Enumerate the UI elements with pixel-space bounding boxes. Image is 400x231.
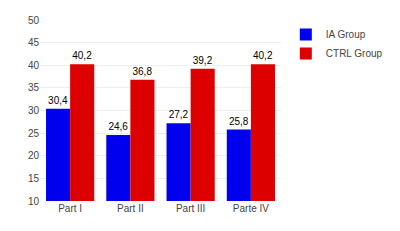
svg-text:Part III: Part III xyxy=(176,203,205,214)
svg-text:IA Group: IA Group xyxy=(326,29,366,40)
svg-text:40: 40 xyxy=(28,60,40,71)
svg-text:40,2: 40,2 xyxy=(253,50,273,61)
svg-text:20: 20 xyxy=(28,150,40,161)
svg-text:30,4: 30,4 xyxy=(48,95,68,106)
svg-text:25,8: 25,8 xyxy=(229,116,249,127)
svg-text:36,8: 36,8 xyxy=(132,66,152,77)
svg-text:25: 25 xyxy=(28,128,40,139)
svg-text:Parte IV: Parte IV xyxy=(233,203,269,214)
svg-text:Part II: Part II xyxy=(117,203,144,214)
svg-text:39,2: 39,2 xyxy=(193,55,213,66)
svg-text:40,2: 40,2 xyxy=(72,50,92,61)
svg-text:35: 35 xyxy=(28,82,40,93)
svg-text:CTRL Group: CTRL Group xyxy=(326,48,383,59)
svg-text:27,2: 27,2 xyxy=(169,109,189,120)
svg-text:30: 30 xyxy=(28,105,40,116)
svg-text:15: 15 xyxy=(28,173,40,184)
svg-text:24,6: 24,6 xyxy=(108,121,128,132)
svg-text:50: 50 xyxy=(28,15,40,26)
svg-text:10: 10 xyxy=(28,196,40,207)
svg-text:Part I: Part I xyxy=(58,203,82,214)
svg-text:45: 45 xyxy=(28,37,40,48)
